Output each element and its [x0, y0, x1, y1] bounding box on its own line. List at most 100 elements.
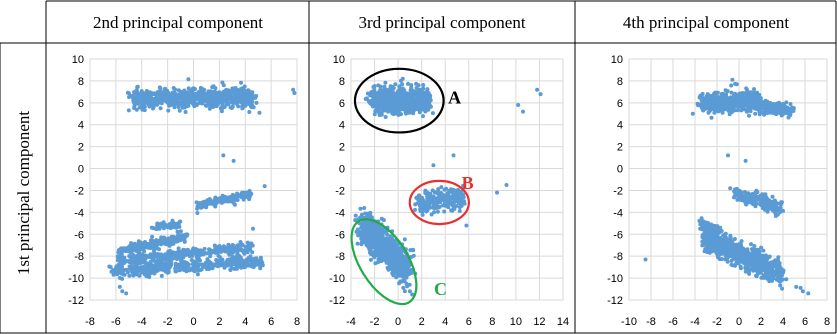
data-point	[159, 258, 164, 263]
data-point	[430, 195, 435, 200]
data-point	[399, 253, 404, 257]
x-tick-label: 0	[736, 316, 742, 328]
data-point	[703, 105, 708, 110]
data-point	[438, 198, 443, 203]
data-point	[232, 90, 236, 95]
data-point	[258, 266, 263, 271]
data-point	[211, 84, 216, 89]
data-point	[410, 292, 415, 297]
data-point	[240, 101, 245, 106]
data-point	[138, 241, 142, 246]
data-point	[195, 254, 200, 259]
data-point	[377, 99, 382, 104]
data-point	[449, 208, 454, 213]
data-point	[233, 86, 238, 90]
data-point	[159, 266, 164, 271]
data-point	[142, 108, 147, 113]
data-point	[759, 98, 763, 103]
data-point	[773, 210, 778, 215]
data-point	[178, 238, 183, 243]
data-point	[119, 254, 124, 259]
data-point	[143, 240, 147, 244]
data-point	[353, 213, 358, 218]
data-point	[429, 199, 434, 204]
data-point	[177, 224, 182, 229]
data-point	[778, 202, 783, 207]
data-point	[124, 259, 128, 264]
data-point	[180, 234, 185, 239]
data-point	[739, 100, 744, 105]
data-point	[231, 243, 236, 248]
data-point	[367, 231, 372, 236]
data-point	[218, 106, 223, 111]
data-point	[764, 203, 768, 208]
data-point	[725, 89, 730, 94]
data-point	[439, 185, 444, 190]
y-tick-label: -10	[68, 273, 84, 285]
y-tick-label: -8	[335, 251, 345, 263]
data-point	[260, 263, 265, 268]
annotation-label-c: C	[434, 279, 447, 299]
data-point	[408, 248, 413, 253]
data-point	[370, 245, 375, 250]
y-tick-label: -10	[607, 273, 623, 285]
data-point	[129, 94, 134, 99]
data-point	[707, 93, 712, 98]
data-point	[215, 102, 220, 107]
data-point	[151, 97, 156, 102]
x-tick-label: -10	[621, 316, 637, 328]
data-point	[763, 192, 768, 197]
chart-panel-3: 4th principal component1086420-2-4-6-8-1…	[607, 13, 830, 328]
y-tick-label: -2	[613, 185, 623, 197]
data-point	[392, 241, 397, 245]
data-point	[535, 87, 540, 92]
data-point	[738, 189, 743, 194]
data-point	[453, 199, 457, 204]
data-point	[432, 198, 437, 203]
data-point	[200, 262, 204, 267]
data-point	[521, 109, 525, 114]
data-point	[744, 86, 749, 91]
data-point	[147, 243, 152, 248]
data-point	[140, 244, 145, 249]
data-point	[732, 189, 737, 194]
y-tick-label: -4	[74, 207, 84, 219]
data-point	[147, 93, 152, 98]
data-point	[428, 205, 433, 210]
data-point	[757, 106, 761, 111]
data-point	[738, 96, 743, 101]
data-point	[158, 254, 163, 259]
data-point	[698, 222, 703, 227]
data-point	[430, 111, 435, 116]
data-point	[732, 104, 737, 109]
data-point	[355, 227, 360, 232]
data-point	[459, 203, 464, 208]
data-point	[445, 192, 450, 197]
data-point	[367, 250, 372, 255]
x-tick-label: 2	[419, 316, 425, 328]
data-point	[206, 99, 211, 104]
data-point	[368, 257, 373, 262]
data-point	[237, 261, 242, 266]
data-point	[117, 275, 122, 280]
data-point	[752, 197, 757, 202]
data-point	[200, 87, 205, 92]
data-point	[755, 190, 760, 195]
data-point	[238, 90, 243, 95]
data-point	[212, 243, 217, 248]
data-point	[378, 248, 383, 253]
data-point	[786, 115, 791, 120]
data-point	[172, 235, 177, 240]
data-point	[700, 98, 705, 103]
data-point	[219, 109, 224, 114]
data-point	[454, 188, 459, 193]
data-point	[697, 218, 702, 223]
data-point	[735, 189, 740, 194]
data-point	[185, 247, 190, 252]
data-point	[131, 98, 136, 103]
data-point	[125, 270, 130, 275]
data-point	[712, 110, 717, 115]
data-point	[252, 261, 257, 266]
data-point	[209, 100, 214, 104]
data-point	[421, 83, 426, 87]
